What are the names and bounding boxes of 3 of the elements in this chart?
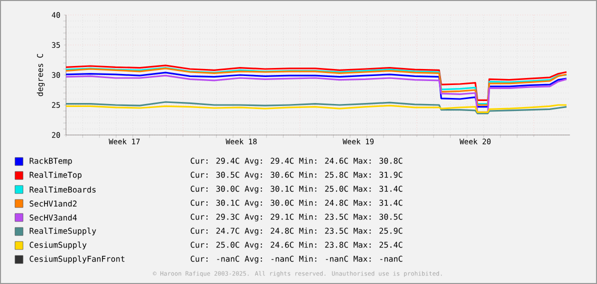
line-series (66, 74, 568, 113)
line-series (66, 104, 568, 113)
line-series (66, 101, 568, 114)
